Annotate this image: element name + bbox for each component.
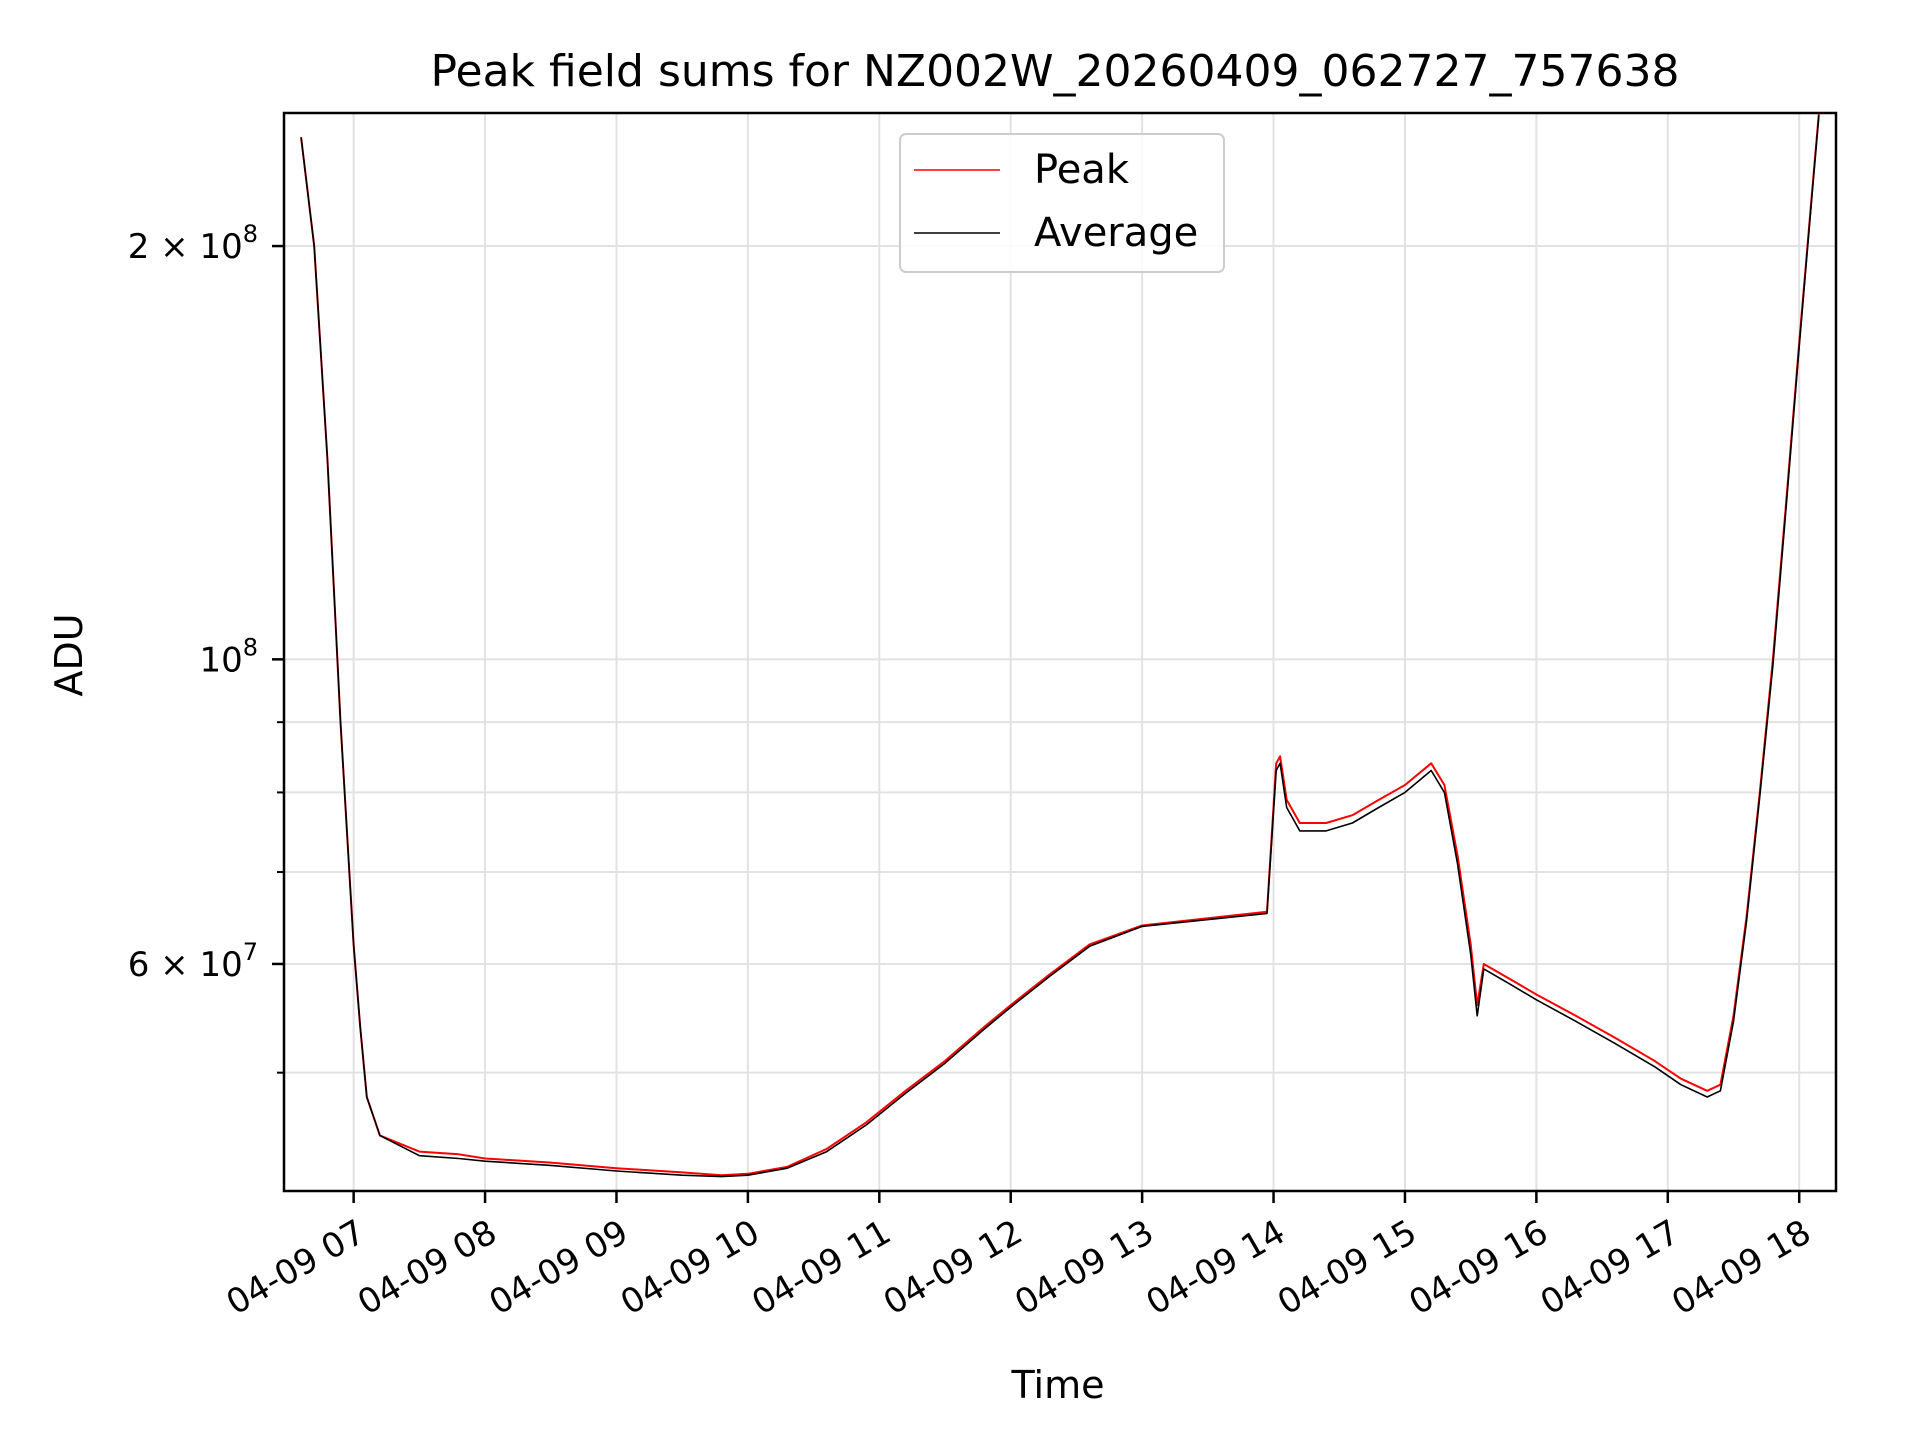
axes-frame [282,111,1838,1193]
legend: Peak Average [899,133,1225,273]
series-line-average [300,115,1820,1178]
legend-label-average: Average [1034,210,1198,256]
x-axis-label: Time [1011,1363,1105,1407]
legend-box [899,133,1225,273]
y-tick-label: 108 [199,633,258,680]
y-axis-label: ADU [47,613,91,696]
y-tick-label: 6 × 107 [128,938,258,985]
legend-label-peak: Peak [1034,147,1130,193]
series-line-peak [300,113,1820,1177]
chart-title: Peak field sums for NZ002W_20260409_0627… [431,46,1680,97]
y-tick-label: 2 × 108 [128,220,258,267]
series-area [300,113,1820,1178]
